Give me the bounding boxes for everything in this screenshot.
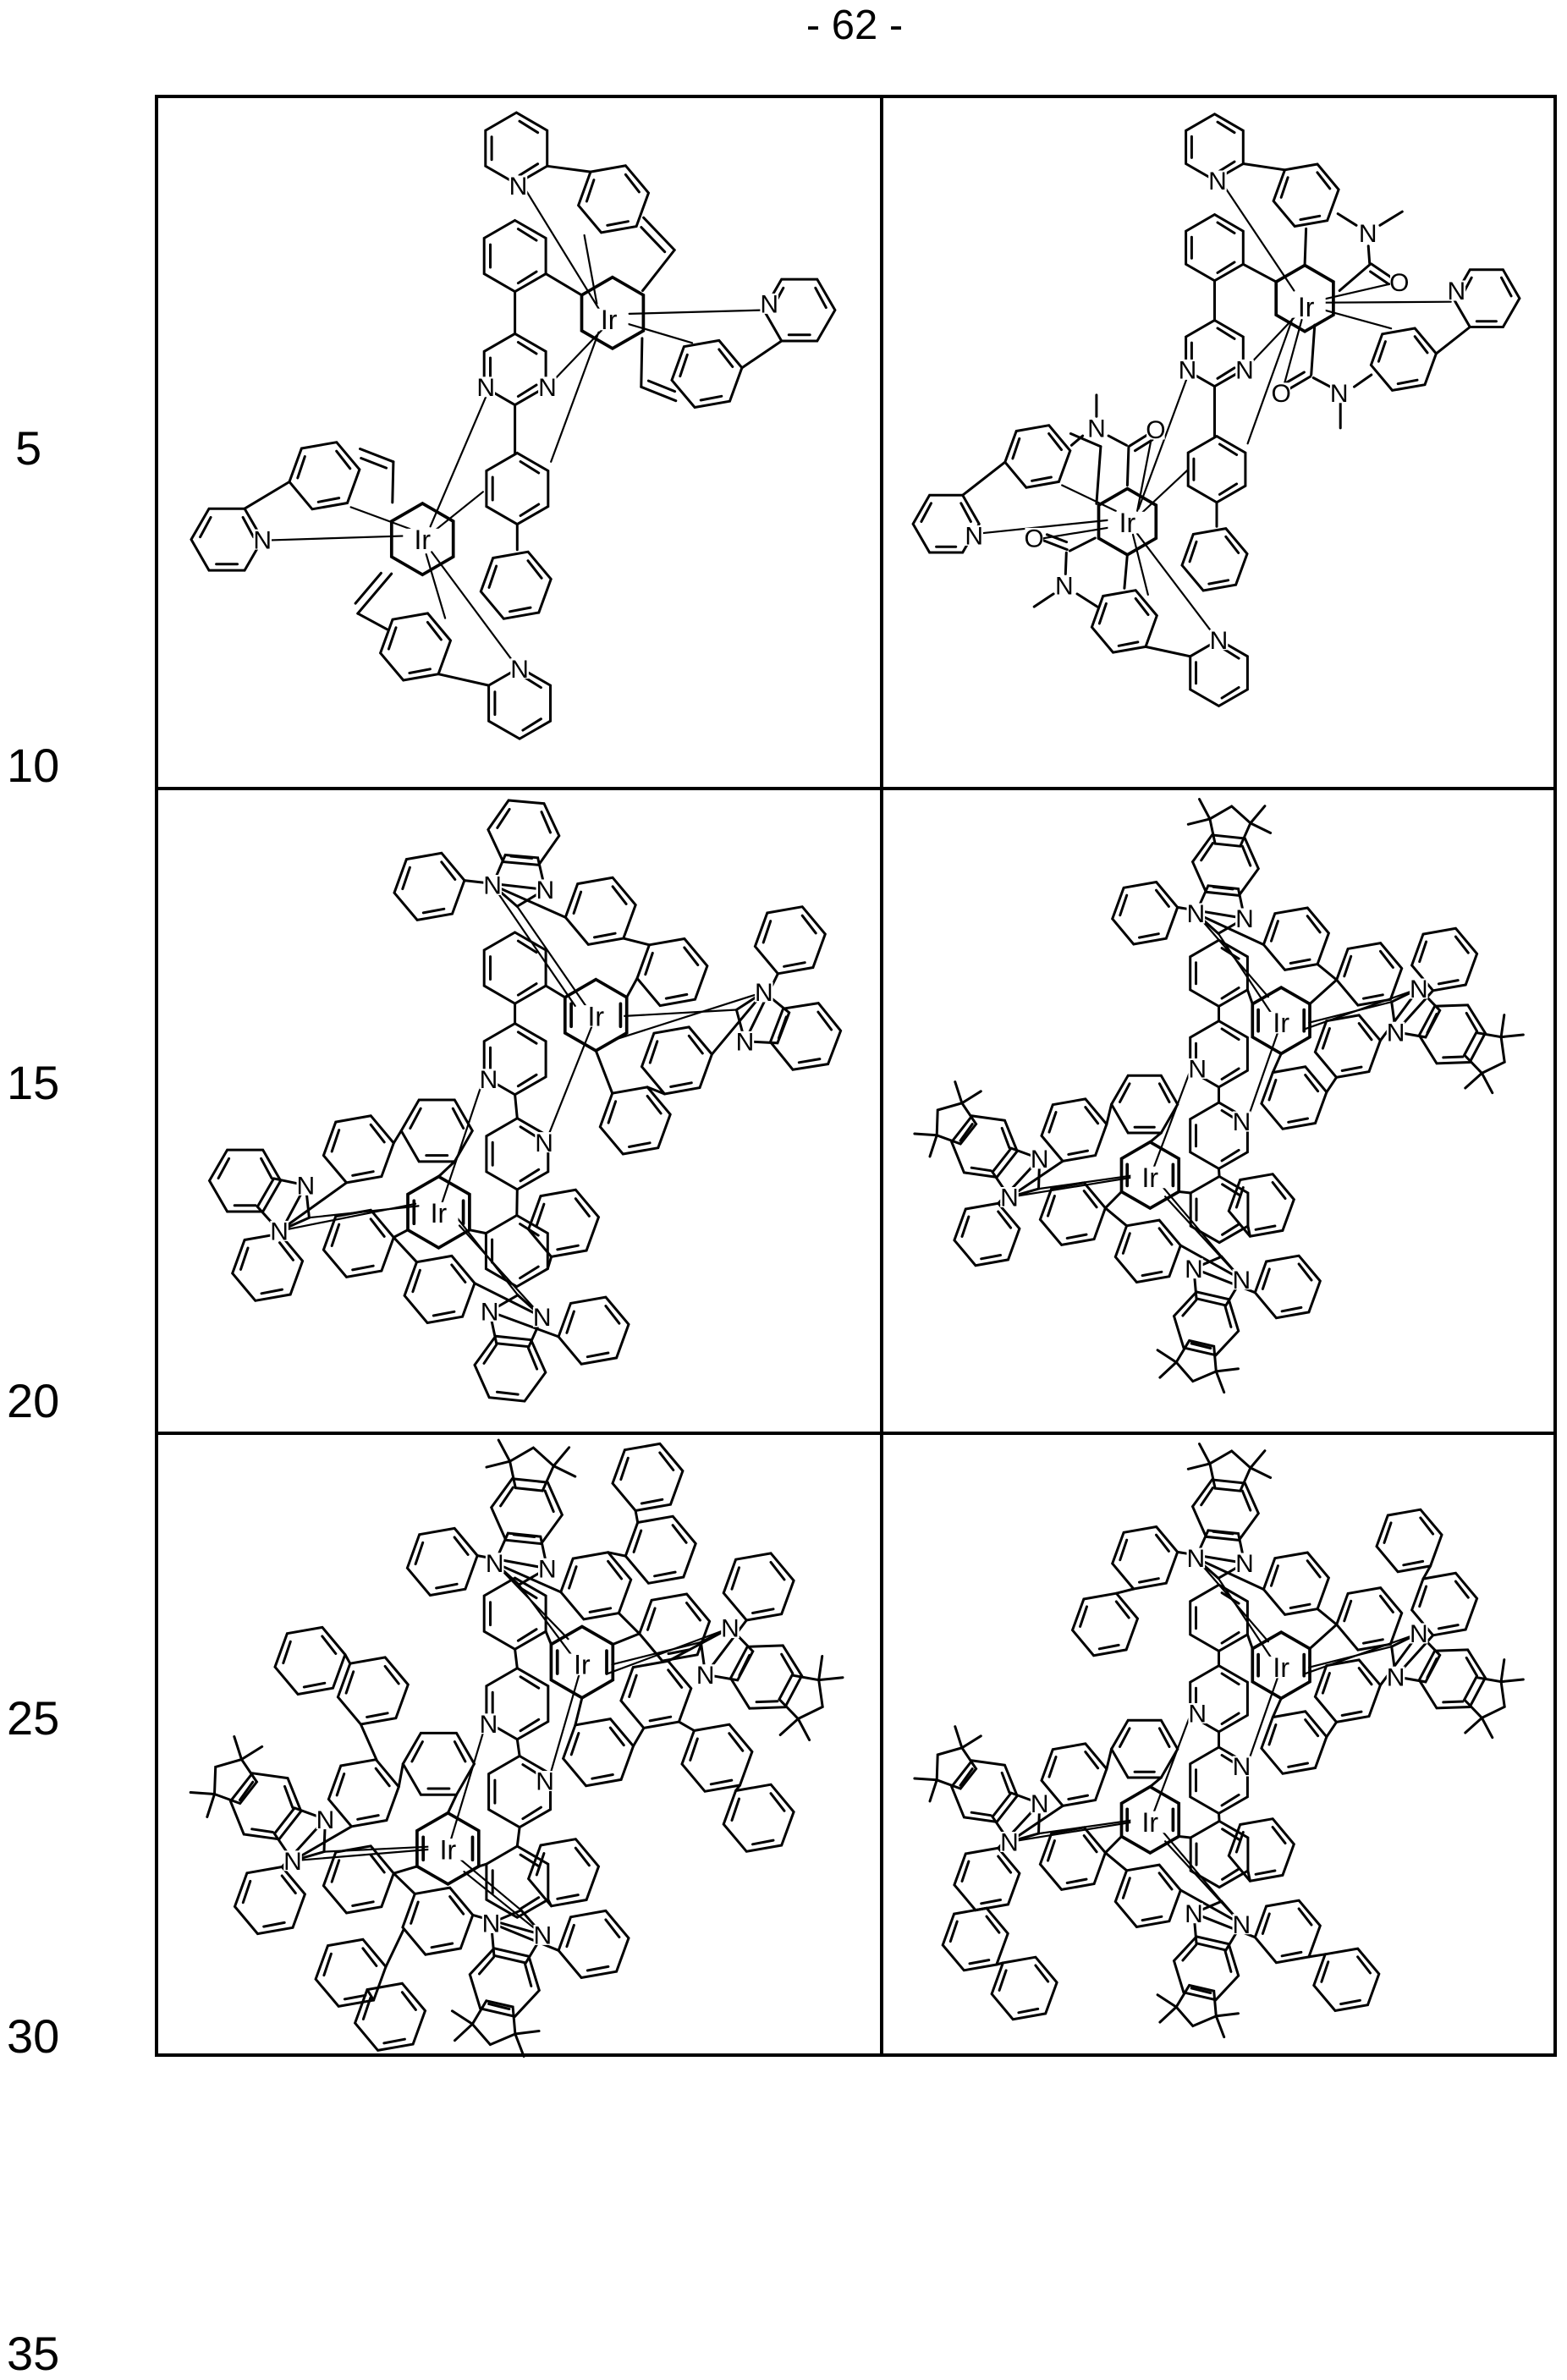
svg-text:N: N — [1186, 900, 1205, 928]
svg-text:N: N — [1208, 168, 1227, 195]
svg-text:N: N — [1185, 1256, 1203, 1283]
svg-text:O: O — [1146, 416, 1165, 444]
svg-text:Ir: Ir — [601, 305, 618, 335]
svg-text:N: N — [536, 877, 554, 904]
svg-text:Ir: Ir — [1142, 1807, 1159, 1838]
svg-text:N: N — [1387, 1663, 1405, 1691]
svg-text:N: N — [736, 1028, 755, 1056]
svg-text:N: N — [296, 1173, 315, 1201]
svg-text:N: N — [1232, 1911, 1251, 1939]
svg-text:Ir: Ir — [1298, 292, 1315, 322]
svg-text:Ir: Ir — [1273, 1652, 1289, 1683]
svg-text:N: N — [1031, 1146, 1049, 1174]
svg-text:N: N — [533, 1304, 552, 1332]
svg-text:N: N — [1235, 905, 1254, 933]
svg-text:N: N — [1031, 1790, 1049, 1818]
svg-text:N: N — [1387, 1019, 1405, 1047]
svg-text:N: N — [476, 374, 495, 402]
svg-text:N: N — [1447, 278, 1465, 305]
svg-text:N: N — [316, 1806, 335, 1834]
svg-text:N: N — [1000, 1829, 1019, 1857]
svg-text:N: N — [1087, 415, 1106, 443]
svg-text:N: N — [696, 1662, 715, 1690]
svg-text:N: N — [1179, 357, 1197, 385]
svg-text:N: N — [509, 173, 528, 201]
svg-text:N: N — [1410, 976, 1428, 1003]
svg-text:N: N — [721, 1615, 740, 1643]
svg-text:N: N — [1410, 1620, 1428, 1648]
svg-text:Ir: Ir — [431, 1198, 448, 1228]
svg-text:N: N — [1359, 220, 1377, 248]
svg-text:Ir: Ir — [1273, 1008, 1289, 1038]
svg-text:N: N — [535, 1130, 553, 1157]
svg-text:N: N — [536, 1768, 554, 1796]
svg-text:N: N — [1235, 1550, 1254, 1578]
svg-text:O: O — [1389, 269, 1409, 297]
svg-text:N: N — [1330, 380, 1349, 408]
svg-text:N: N — [533, 1922, 552, 1950]
svg-text:N: N — [1232, 1267, 1251, 1294]
svg-text:N: N — [1000, 1185, 1019, 1212]
svg-text:N: N — [283, 1848, 302, 1876]
svg-text:O: O — [1272, 380, 1291, 408]
svg-text:N: N — [1210, 627, 1229, 655]
svg-text:Ir: Ir — [574, 1650, 591, 1680]
svg-text:N: N — [1185, 1900, 1203, 1928]
svg-text:N: N — [965, 523, 983, 551]
svg-text:N: N — [480, 1066, 498, 1094]
svg-text:N: N — [483, 872, 502, 900]
svg-text:N: N — [480, 1711, 498, 1739]
svg-text:N: N — [538, 374, 557, 402]
svg-text:N: N — [1055, 572, 1074, 600]
svg-text:N: N — [253, 526, 272, 554]
svg-text:Ir: Ir — [415, 525, 432, 555]
svg-text:N: N — [482, 1910, 501, 1938]
svg-text:N: N — [1233, 1753, 1251, 1781]
svg-text:N: N — [1188, 1701, 1207, 1729]
svg-text:N: N — [481, 1299, 499, 1327]
svg-text:Ir: Ir — [588, 1001, 605, 1031]
svg-text:N: N — [510, 656, 529, 684]
svg-text:N: N — [486, 1550, 504, 1578]
svg-text:O: O — [1025, 525, 1044, 553]
svg-text:N: N — [538, 1556, 557, 1584]
svg-text:N: N — [760, 291, 778, 319]
svg-text:N: N — [1233, 1108, 1251, 1136]
svg-text:Ir: Ir — [1119, 508, 1136, 538]
svg-text:N: N — [1188, 1056, 1207, 1084]
svg-text:Ir: Ir — [440, 1834, 457, 1865]
svg-text:N: N — [270, 1218, 289, 1246]
svg-text:N: N — [755, 979, 773, 1007]
svg-text:Ir: Ir — [1142, 1163, 1159, 1193]
svg-text:N: N — [1186, 1545, 1205, 1573]
svg-text:N: N — [1235, 357, 1254, 385]
